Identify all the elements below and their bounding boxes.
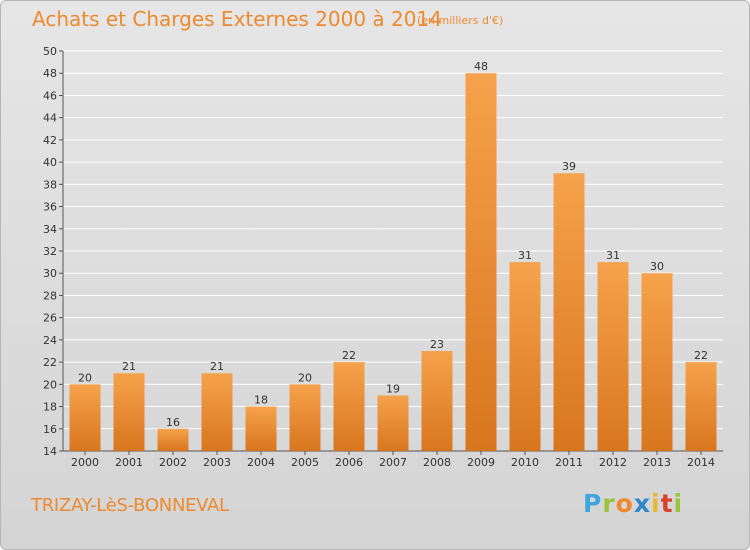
y-tick-label: 42 xyxy=(43,134,57,147)
data-label: 48 xyxy=(474,60,488,73)
data-label: 22 xyxy=(342,349,356,362)
bar xyxy=(641,273,673,451)
y-tick-label: 44 xyxy=(43,112,57,125)
y-tick-label: 20 xyxy=(43,378,57,391)
logo-letter: o xyxy=(615,489,634,518)
y-tick-label: 26 xyxy=(43,312,57,325)
y-tick-label: 46 xyxy=(43,89,57,102)
data-label: 20 xyxy=(78,371,92,384)
y-tick-label: 32 xyxy=(43,245,57,258)
data-label: 21 xyxy=(122,360,136,373)
logo-letter: i xyxy=(673,489,684,518)
y-tick-label: 40 xyxy=(43,156,57,169)
bar xyxy=(509,262,541,451)
data-label: 31 xyxy=(518,249,532,262)
y-tick-label: 22 xyxy=(43,356,57,369)
data-label: 30 xyxy=(650,260,664,273)
x-tick-label: 2011 xyxy=(555,456,583,469)
proxiti-logo: Proxiti xyxy=(583,489,683,518)
x-tick-label: 2014 xyxy=(687,456,715,469)
bar xyxy=(377,395,409,451)
y-tick-label: 24 xyxy=(43,334,57,347)
data-label: 22 xyxy=(694,349,708,362)
data-label: 16 xyxy=(166,416,180,429)
x-tick-label: 2002 xyxy=(159,456,187,469)
x-tick-label: 2004 xyxy=(247,456,275,469)
y-tick-label: 28 xyxy=(43,289,57,302)
y-tick-label: 48 xyxy=(43,67,57,80)
x-tick-label: 2005 xyxy=(291,456,319,469)
bar xyxy=(245,406,277,451)
logo-letter: i xyxy=(651,489,661,518)
bar xyxy=(69,384,101,451)
x-tick-label: 2012 xyxy=(599,456,627,469)
data-label: 31 xyxy=(606,249,620,262)
y-tick-label: 16 xyxy=(43,423,57,436)
bar xyxy=(685,362,717,451)
x-tick-label: 2009 xyxy=(467,456,495,469)
data-label: 23 xyxy=(430,338,444,351)
x-tick-label: 2001 xyxy=(115,456,143,469)
bar xyxy=(113,373,145,451)
data-label: 19 xyxy=(386,382,400,395)
town-name: TRIZAY-LèS-BONNEVAL xyxy=(31,495,229,516)
x-tick-label: 2013 xyxy=(643,456,671,469)
y-tick-label: 30 xyxy=(43,267,57,280)
x-tick-label: 2000 xyxy=(71,456,99,469)
y-tick-label: 38 xyxy=(43,178,57,191)
y-tick-label: 18 xyxy=(43,401,57,414)
x-tick-label: 2008 xyxy=(423,456,451,469)
logo-letter: x xyxy=(633,489,651,518)
x-tick-label: 2006 xyxy=(335,456,363,469)
chart-subtitle: (en milliers d'€) xyxy=(417,14,504,27)
x-tick-label: 2003 xyxy=(203,456,231,469)
logo-letter: r xyxy=(602,489,616,518)
x-tick-label: 2010 xyxy=(511,456,539,469)
bar xyxy=(553,173,585,451)
logo-letter: P xyxy=(583,489,603,518)
bar xyxy=(333,362,365,451)
data-label: 20 xyxy=(298,371,312,384)
bar xyxy=(289,384,321,451)
bar xyxy=(421,351,453,451)
bar xyxy=(597,262,629,451)
data-label: 21 xyxy=(210,360,224,373)
bar xyxy=(157,428,189,451)
data-label: 18 xyxy=(254,394,268,407)
bar xyxy=(465,73,497,451)
y-tick-label: 36 xyxy=(43,201,57,214)
data-label: 39 xyxy=(562,160,576,173)
y-tick-label: 50 xyxy=(43,45,57,58)
chart-title: Achats et Charges Externes 2000 à 2014 xyxy=(32,7,442,31)
x-tick-label: 2007 xyxy=(379,456,407,469)
logo-letter: t xyxy=(660,489,674,518)
y-tick-label: 14 xyxy=(43,445,57,458)
y-tick-label: 34 xyxy=(43,223,57,236)
bar xyxy=(201,373,233,451)
